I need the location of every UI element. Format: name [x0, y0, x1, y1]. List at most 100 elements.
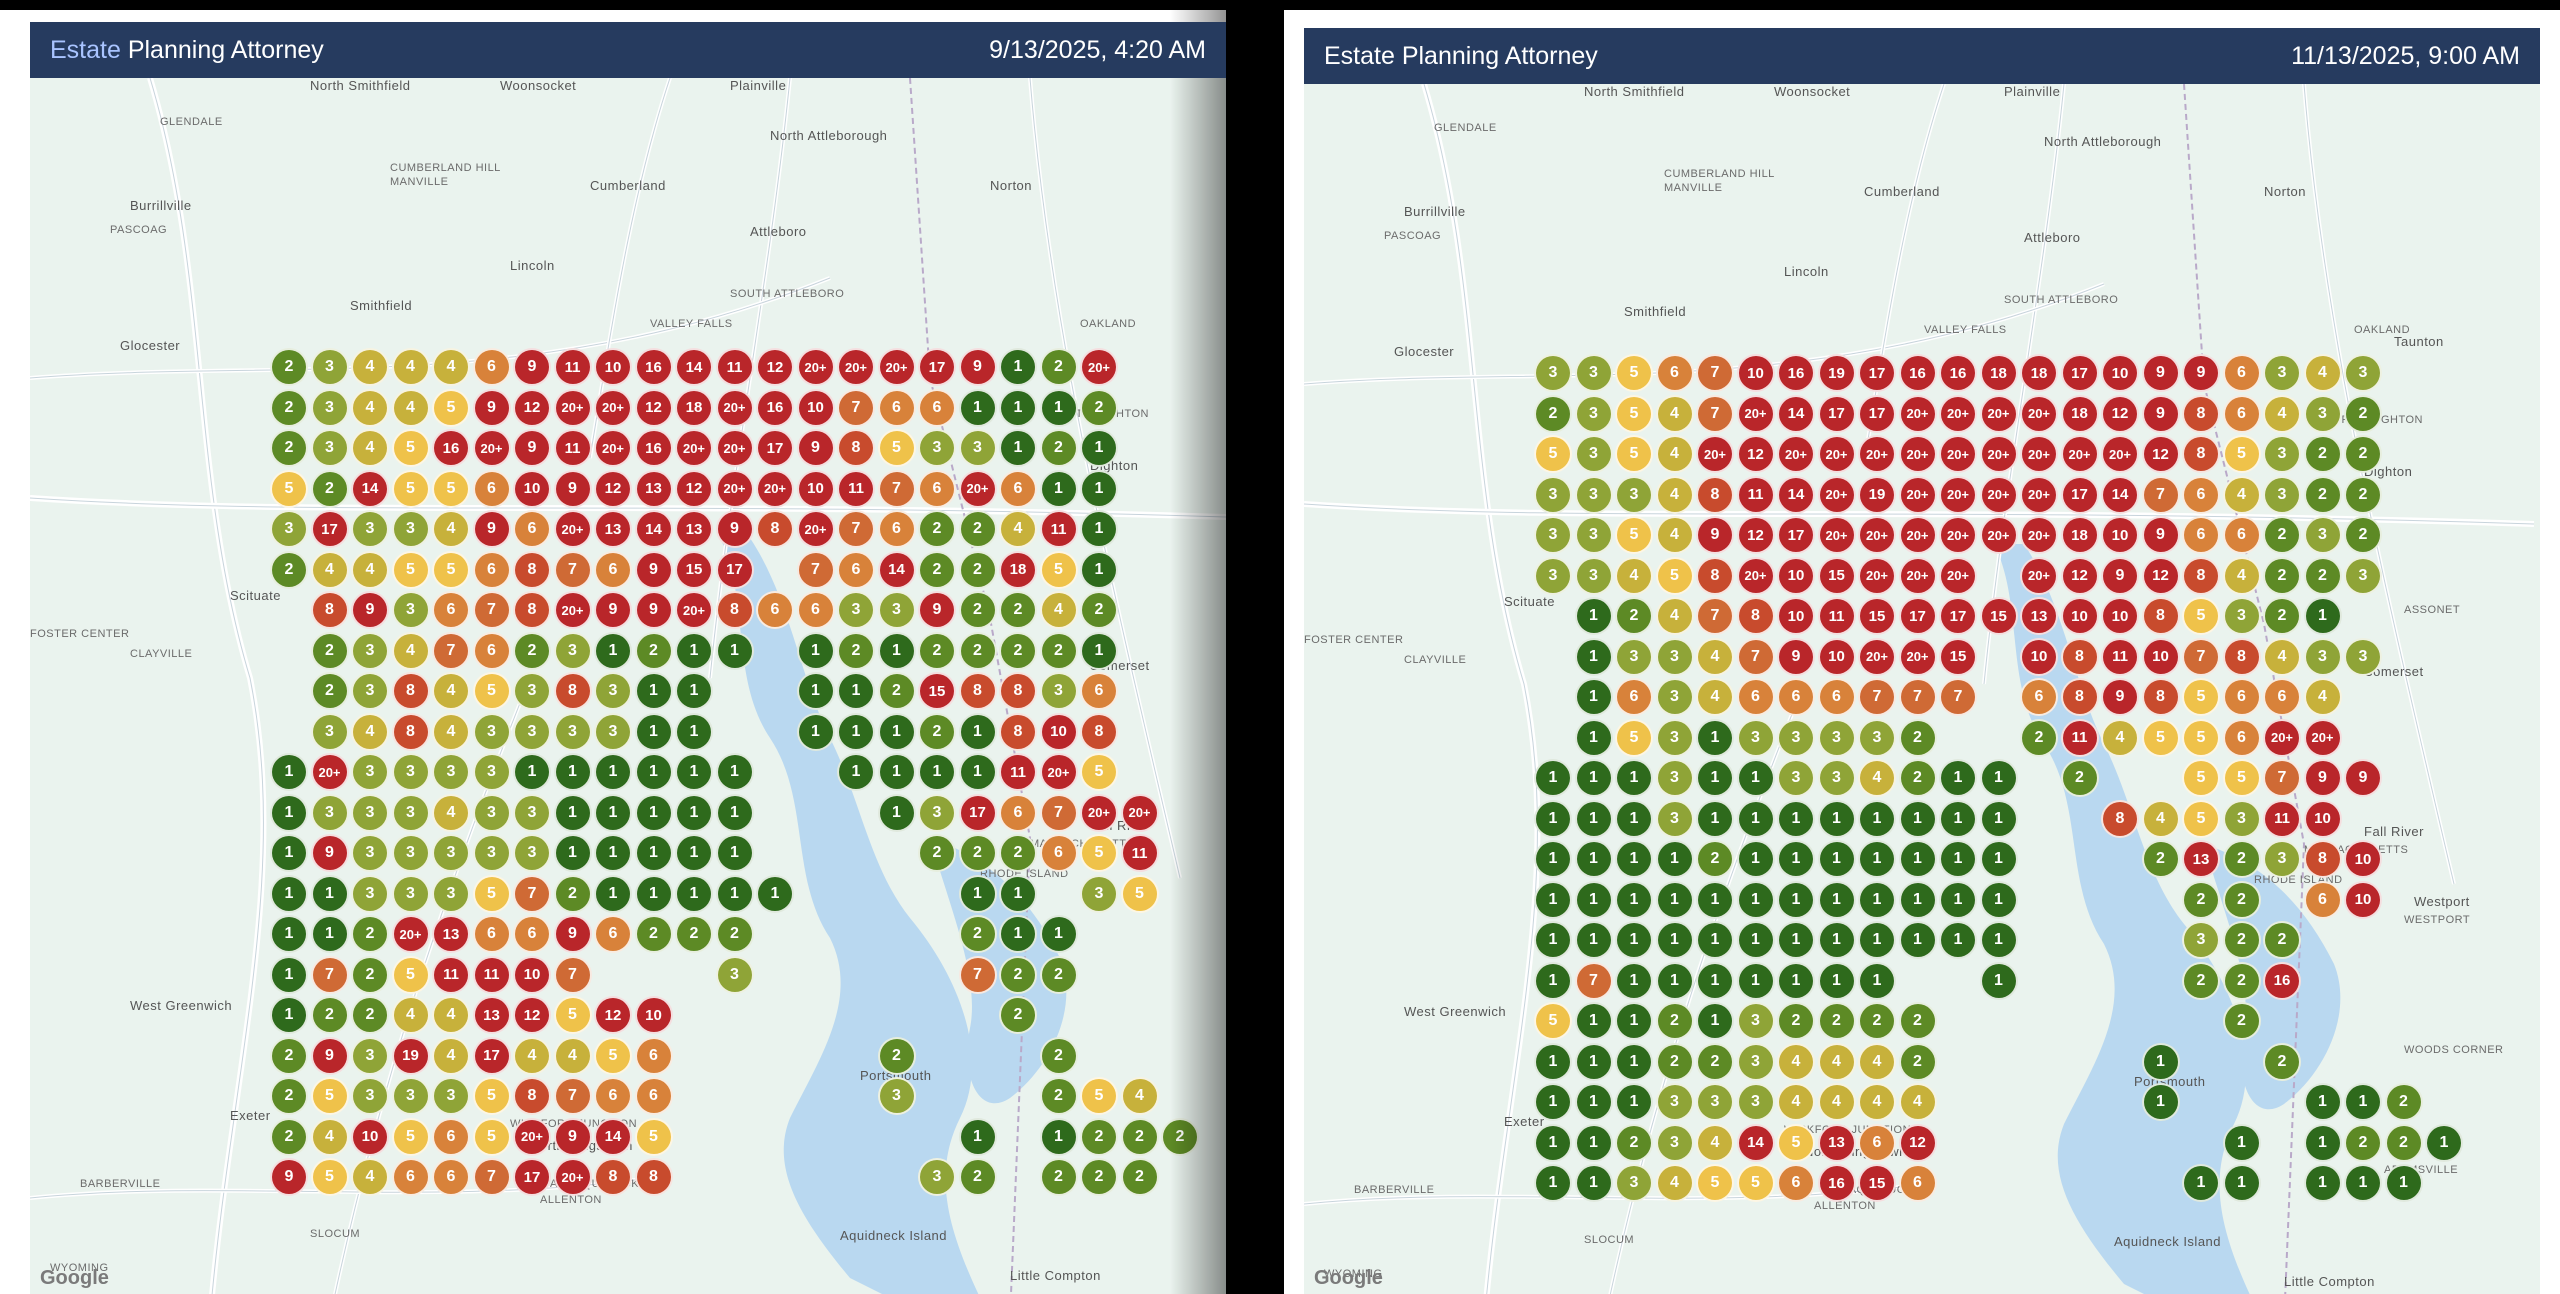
rank-dot[interactable]: 1	[1817, 961, 1856, 1000]
rank-dot[interactable]: 20+	[1736, 394, 1775, 433]
rank-dot[interactable]: 1	[1898, 880, 1937, 919]
rank-dot[interactable]: 6	[1858, 1123, 1896, 1162]
rank-dot[interactable]: 3	[2263, 840, 2301, 878]
rank-dot[interactable]: 11	[1736, 475, 1775, 514]
rank-dot[interactable]: 2	[1777, 1002, 1815, 1040]
rank-dot[interactable]: 1	[715, 874, 754, 913]
rank-dot[interactable]: 1	[1534, 1042, 1572, 1081]
rank-dot[interactable]: 10	[2141, 637, 2180, 676]
rank-dot[interactable]: 1	[1979, 759, 2018, 797]
rank-dot[interactable]: 6	[472, 915, 511, 953]
rank-dot[interactable]: 6	[837, 550, 875, 589]
rank-dot[interactable]: 17	[1777, 516, 1815, 554]
rank-dot[interactable]: 7	[958, 955, 997, 994]
rank-dot[interactable]: 2	[1817, 1002, 1856, 1040]
rank-dot[interactable]: 7	[1939, 678, 1977, 716]
rank-dot[interactable]: 1	[715, 753, 754, 791]
rank-dot[interactable]: 2	[958, 591, 997, 629]
rank-dot[interactable]: 3	[1080, 874, 1118, 913]
rank-dot[interactable]: 2	[1161, 1117, 1199, 1156]
rank-dot[interactable]: 17	[1939, 597, 1977, 635]
rank-dot[interactable]: 20+	[513, 1117, 551, 1156]
rank-dot[interactable]: 1	[958, 753, 997, 791]
rank-dot[interactable]: 1	[2222, 1123, 2261, 1162]
rank-dot[interactable]: 20+	[1898, 394, 1937, 433]
rank-dot[interactable]: 3	[958, 429, 997, 467]
rank-dot[interactable]: 15	[1858, 1164, 1896, 1202]
rank-dot[interactable]: 6	[1817, 678, 1856, 716]
rank-dot[interactable]: 5	[432, 388, 470, 427]
rank-dot[interactable]: 9	[351, 591, 389, 629]
rank-dot[interactable]: 4	[432, 1036, 470, 1075]
rank-dot[interactable]: 20+	[1898, 435, 1937, 473]
rank-dot[interactable]: 6	[918, 469, 956, 508]
rank-dot[interactable]: 9	[472, 510, 511, 548]
rank-dot[interactable]: 1	[1615, 1002, 1653, 1040]
rank-dot[interactable]: 12	[513, 996, 551, 1034]
rank-dot[interactable]: 3	[432, 874, 470, 913]
rank-dot[interactable]: 6	[1039, 834, 1078, 872]
rank-dot[interactable]: 8	[2182, 435, 2220, 473]
rank-dot[interactable]: 4	[432, 793, 470, 832]
rank-dot[interactable]: 9	[1696, 516, 1734, 554]
rank-dot[interactable]: 11	[1120, 834, 1159, 872]
rank-dot[interactable]: 7	[472, 1158, 511, 1196]
rank-dot[interactable]: 3	[310, 429, 349, 467]
rank-dot[interactable]: 8	[2222, 637, 2261, 676]
rank-dot[interactable]: 3	[513, 712, 551, 751]
rank-dot[interactable]: 4	[1898, 1083, 1937, 1121]
rank-dot[interactable]: 3	[391, 793, 430, 832]
rank-dot[interactable]: 6	[432, 1117, 470, 1156]
rank-dot[interactable]: 4	[1655, 1164, 1694, 1202]
rank-dot[interactable]: 20+	[1898, 556, 1937, 595]
rank-dot[interactable]: 1	[1777, 799, 1815, 838]
rank-dot[interactable]: 12	[2101, 394, 2139, 433]
rank-dot[interactable]: 20+	[2020, 394, 2058, 433]
rank-dot[interactable]: 12	[2141, 435, 2180, 473]
rank-dot[interactable]: 10	[1777, 556, 1815, 595]
rank-dot[interactable]: 10	[2101, 516, 2139, 554]
rank-dot[interactable]: 1	[877, 793, 916, 832]
rank-dot[interactable]: 3	[2344, 556, 2382, 595]
rank-dot[interactable]: 17	[756, 429, 794, 467]
rank-dot[interactable]: 1	[1534, 1123, 1572, 1162]
rank-dot[interactable]: 3	[1534, 556, 1572, 595]
rank-dot[interactable]: 2	[918, 631, 956, 670]
rank-dot[interactable]: 8	[2141, 597, 2180, 635]
rank-dot[interactable]: 9	[2182, 354, 2220, 392]
rank-dot[interactable]: 3	[1655, 637, 1694, 676]
rank-dot[interactable]: 2	[2344, 516, 2382, 554]
rank-dot[interactable]: 1	[2182, 1164, 2220, 1202]
rank-dot[interactable]: 2	[270, 429, 308, 467]
rank-dot[interactable]: 1	[918, 753, 956, 791]
rank-dot[interactable]: 1	[1696, 880, 1734, 919]
rank-dot[interactable]: 8	[634, 1158, 673, 1196]
rank-dot[interactable]: 5	[2182, 718, 2220, 757]
rank-dot[interactable]: 1	[270, 874, 308, 913]
rank-dot[interactable]: 3	[1534, 475, 1572, 514]
rank-dot[interactable]: 11	[432, 955, 470, 994]
rank-dot[interactable]: 3	[310, 348, 349, 386]
rank-dot[interactable]: 3	[351, 672, 389, 710]
rank-dot[interactable]: 5	[1615, 394, 1653, 433]
rank-dot[interactable]: 3	[1534, 516, 1572, 554]
rank-dot[interactable]: 5	[391, 469, 430, 508]
rank-dot[interactable]: 2	[999, 955, 1037, 994]
rank-dot[interactable]: 1	[1080, 550, 1118, 589]
rank-dot[interactable]: 1	[1817, 799, 1856, 838]
rank-dot[interactable]: 3	[1736, 1083, 1775, 1121]
rank-dot[interactable]: 1	[999, 915, 1037, 953]
rank-dot[interactable]: 12	[513, 388, 551, 427]
rank-dot[interactable]: 1	[675, 753, 713, 791]
rank-dot[interactable]: 3	[2182, 921, 2220, 959]
rank-dot[interactable]: 10	[634, 996, 673, 1034]
rank-dot[interactable]: 2	[1080, 388, 1118, 427]
rank-dot[interactable]: 1	[2303, 1164, 2342, 1202]
rank-dot[interactable]: 3	[1858, 718, 1896, 757]
rank-dot[interactable]: 5	[472, 1077, 511, 1115]
rank-dot[interactable]: 9	[270, 1158, 308, 1196]
rank-dot[interactable]: 17	[715, 550, 754, 589]
rank-dot[interactable]: 16	[1939, 354, 1977, 392]
rank-dot[interactable]: 1	[1898, 840, 1937, 878]
rank-dot[interactable]: 5	[391, 1117, 430, 1156]
